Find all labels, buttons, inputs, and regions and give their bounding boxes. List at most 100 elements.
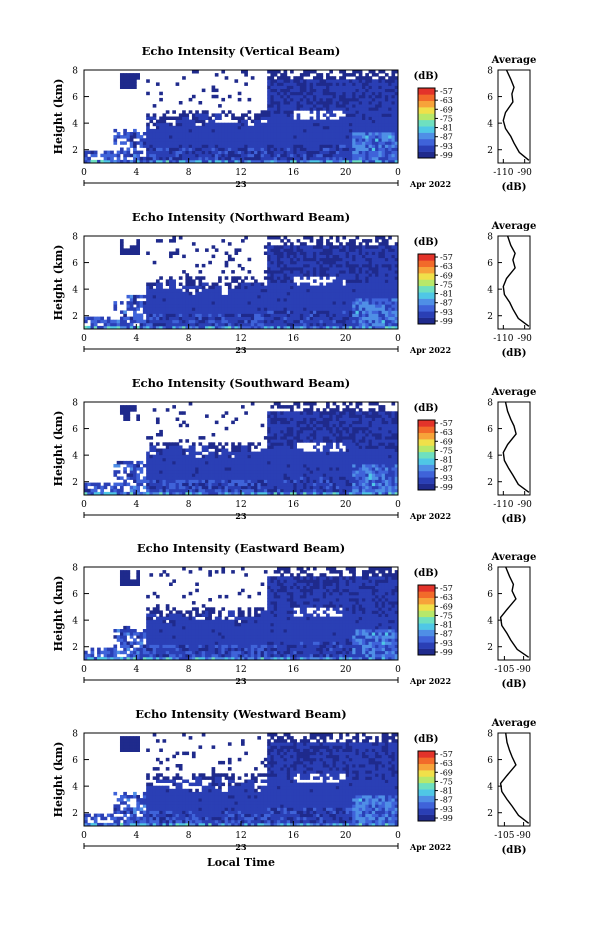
- heatmap-cell: [221, 482, 226, 487]
- heatmap-cell: [335, 119, 340, 124]
- heatmap-cell: [188, 448, 193, 452]
- heatmap-cell: [162, 319, 167, 324]
- heatmap-cell: [136, 73, 140, 77]
- heatmap-cell: [237, 276, 242, 280]
- heatmap-cell: [224, 473, 229, 477]
- heatmap-cell: [165, 467, 170, 471]
- heatmap-cell: [218, 153, 222, 158]
- heatmap-cell: [276, 479, 281, 483]
- panel-title: Echo Intensity (Southward Beam): [132, 376, 350, 390]
- heatmap-cell: [306, 482, 311, 487]
- heatmap-cell: [201, 288, 206, 293]
- heatmap-cell: [195, 248, 199, 252]
- heatmap-cell: [276, 150, 281, 155]
- heatmap-cell: [175, 482, 180, 487]
- heatmap-cell: [316, 273, 320, 277]
- heatmap-cell: [208, 285, 212, 290]
- heatmap-cell: [149, 304, 154, 308]
- heatmap-cell: [355, 138, 360, 142]
- heatmap-cell: [182, 313, 186, 317]
- heatmap-cell: [155, 82, 160, 86]
- heatmap-cell: [237, 491, 242, 496]
- heatmap-cell: [165, 319, 170, 324]
- heatmap-cell: [123, 82, 127, 86]
- heatmap-cell: [214, 319, 219, 324]
- heatmap-cell: [293, 313, 297, 317]
- heatmap-cell: [93, 159, 98, 164]
- heatmap-cell: [303, 470, 307, 474]
- heatmap-cell: [362, 159, 366, 164]
- heatmap-cell: [299, 488, 304, 493]
- heatmap-cell: [224, 159, 229, 164]
- heatmap-cell: [276, 141, 281, 145]
- heatmap-cell: [362, 319, 366, 324]
- heatmap-cell: [182, 310, 186, 314]
- heatmap-cell: [175, 144, 180, 148]
- heatmap-cell: [342, 73, 347, 77]
- heatmap-cell: [133, 82, 137, 86]
- heatmap-cell: [172, 460, 176, 465]
- heatmap-cell: [175, 470, 180, 474]
- heatmap-cell: [293, 285, 297, 290]
- heatmap-cell: [368, 267, 373, 271]
- heatmap-cell: [172, 482, 176, 487]
- heatmap-cell: [283, 125, 288, 130]
- heatmap-cell: [172, 110, 176, 114]
- heatmap-cell: [342, 116, 347, 120]
- heatmap-cell: [306, 273, 311, 277]
- heatmap-cell: [283, 156, 288, 161]
- heatmap-cell: [306, 322, 311, 327]
- heatmap-cell: [368, 82, 373, 86]
- heatmap-cell: [319, 322, 324, 327]
- heatmap-cell: [185, 273, 190, 277]
- heatmap-cell: [394, 88, 399, 93]
- heatmap-cell: [172, 307, 176, 311]
- heatmap-cell: [162, 457, 167, 462]
- heatmap-cell: [198, 470, 203, 474]
- heatmap-cell: [273, 460, 278, 465]
- heatmap-cell: [159, 97, 163, 102]
- heatmap-cell: [335, 273, 340, 277]
- heatmap-cell: [368, 122, 373, 127]
- heatmap-cell: [260, 113, 265, 117]
- heatmap-cell: [182, 316, 186, 321]
- heatmap-cell: [237, 116, 242, 120]
- heatmap-cell: [139, 313, 144, 317]
- heatmap-cell: [355, 248, 360, 252]
- heatmap-cell: [201, 128, 206, 133]
- heatmap-cell: [142, 310, 147, 314]
- heatmap-cell: [136, 150, 140, 155]
- heatmap-cell: [241, 132, 245, 136]
- heatmap-cell: [312, 451, 317, 456]
- heatmap-cell: [224, 125, 229, 130]
- heatmap-cell: [283, 316, 288, 321]
- heatmap-cell: [303, 285, 307, 290]
- heatmap-cell: [362, 97, 366, 102]
- heatmap-cell: [316, 291, 320, 296]
- heatmap-cell: [152, 310, 157, 314]
- heatmap-cell: [188, 298, 193, 302]
- heatmap-cell: [290, 276, 294, 280]
- heatmap-cell: [270, 128, 275, 133]
- heatmap-cell: [290, 113, 294, 117]
- heatmap-cell: [113, 322, 118, 327]
- heatmap-cell: [205, 282, 209, 286]
- heatmap-cell: [139, 156, 144, 161]
- heatmap-cell: [270, 138, 275, 142]
- heatmap-cell: [283, 128, 288, 133]
- heatmap-cell: [257, 125, 262, 130]
- heatmap-cell: [303, 156, 307, 161]
- heatmap-cell: [267, 282, 271, 286]
- heatmap-cell: [191, 467, 196, 471]
- heatmap-cell: [270, 85, 275, 89]
- heatmap-cell: [273, 97, 278, 102]
- heatmap-cell: [378, 150, 383, 155]
- heatmap-cell: [299, 417, 304, 421]
- heatmap-cell: [182, 254, 186, 259]
- heatmap-cell: [283, 242, 288, 246]
- heatmap-cell: [159, 482, 163, 487]
- heatmap-cell: [319, 464, 324, 468]
- heatmap-cell: [365, 282, 369, 286]
- heatmap-cell: [345, 316, 350, 321]
- heatmap-cell: [241, 405, 245, 409]
